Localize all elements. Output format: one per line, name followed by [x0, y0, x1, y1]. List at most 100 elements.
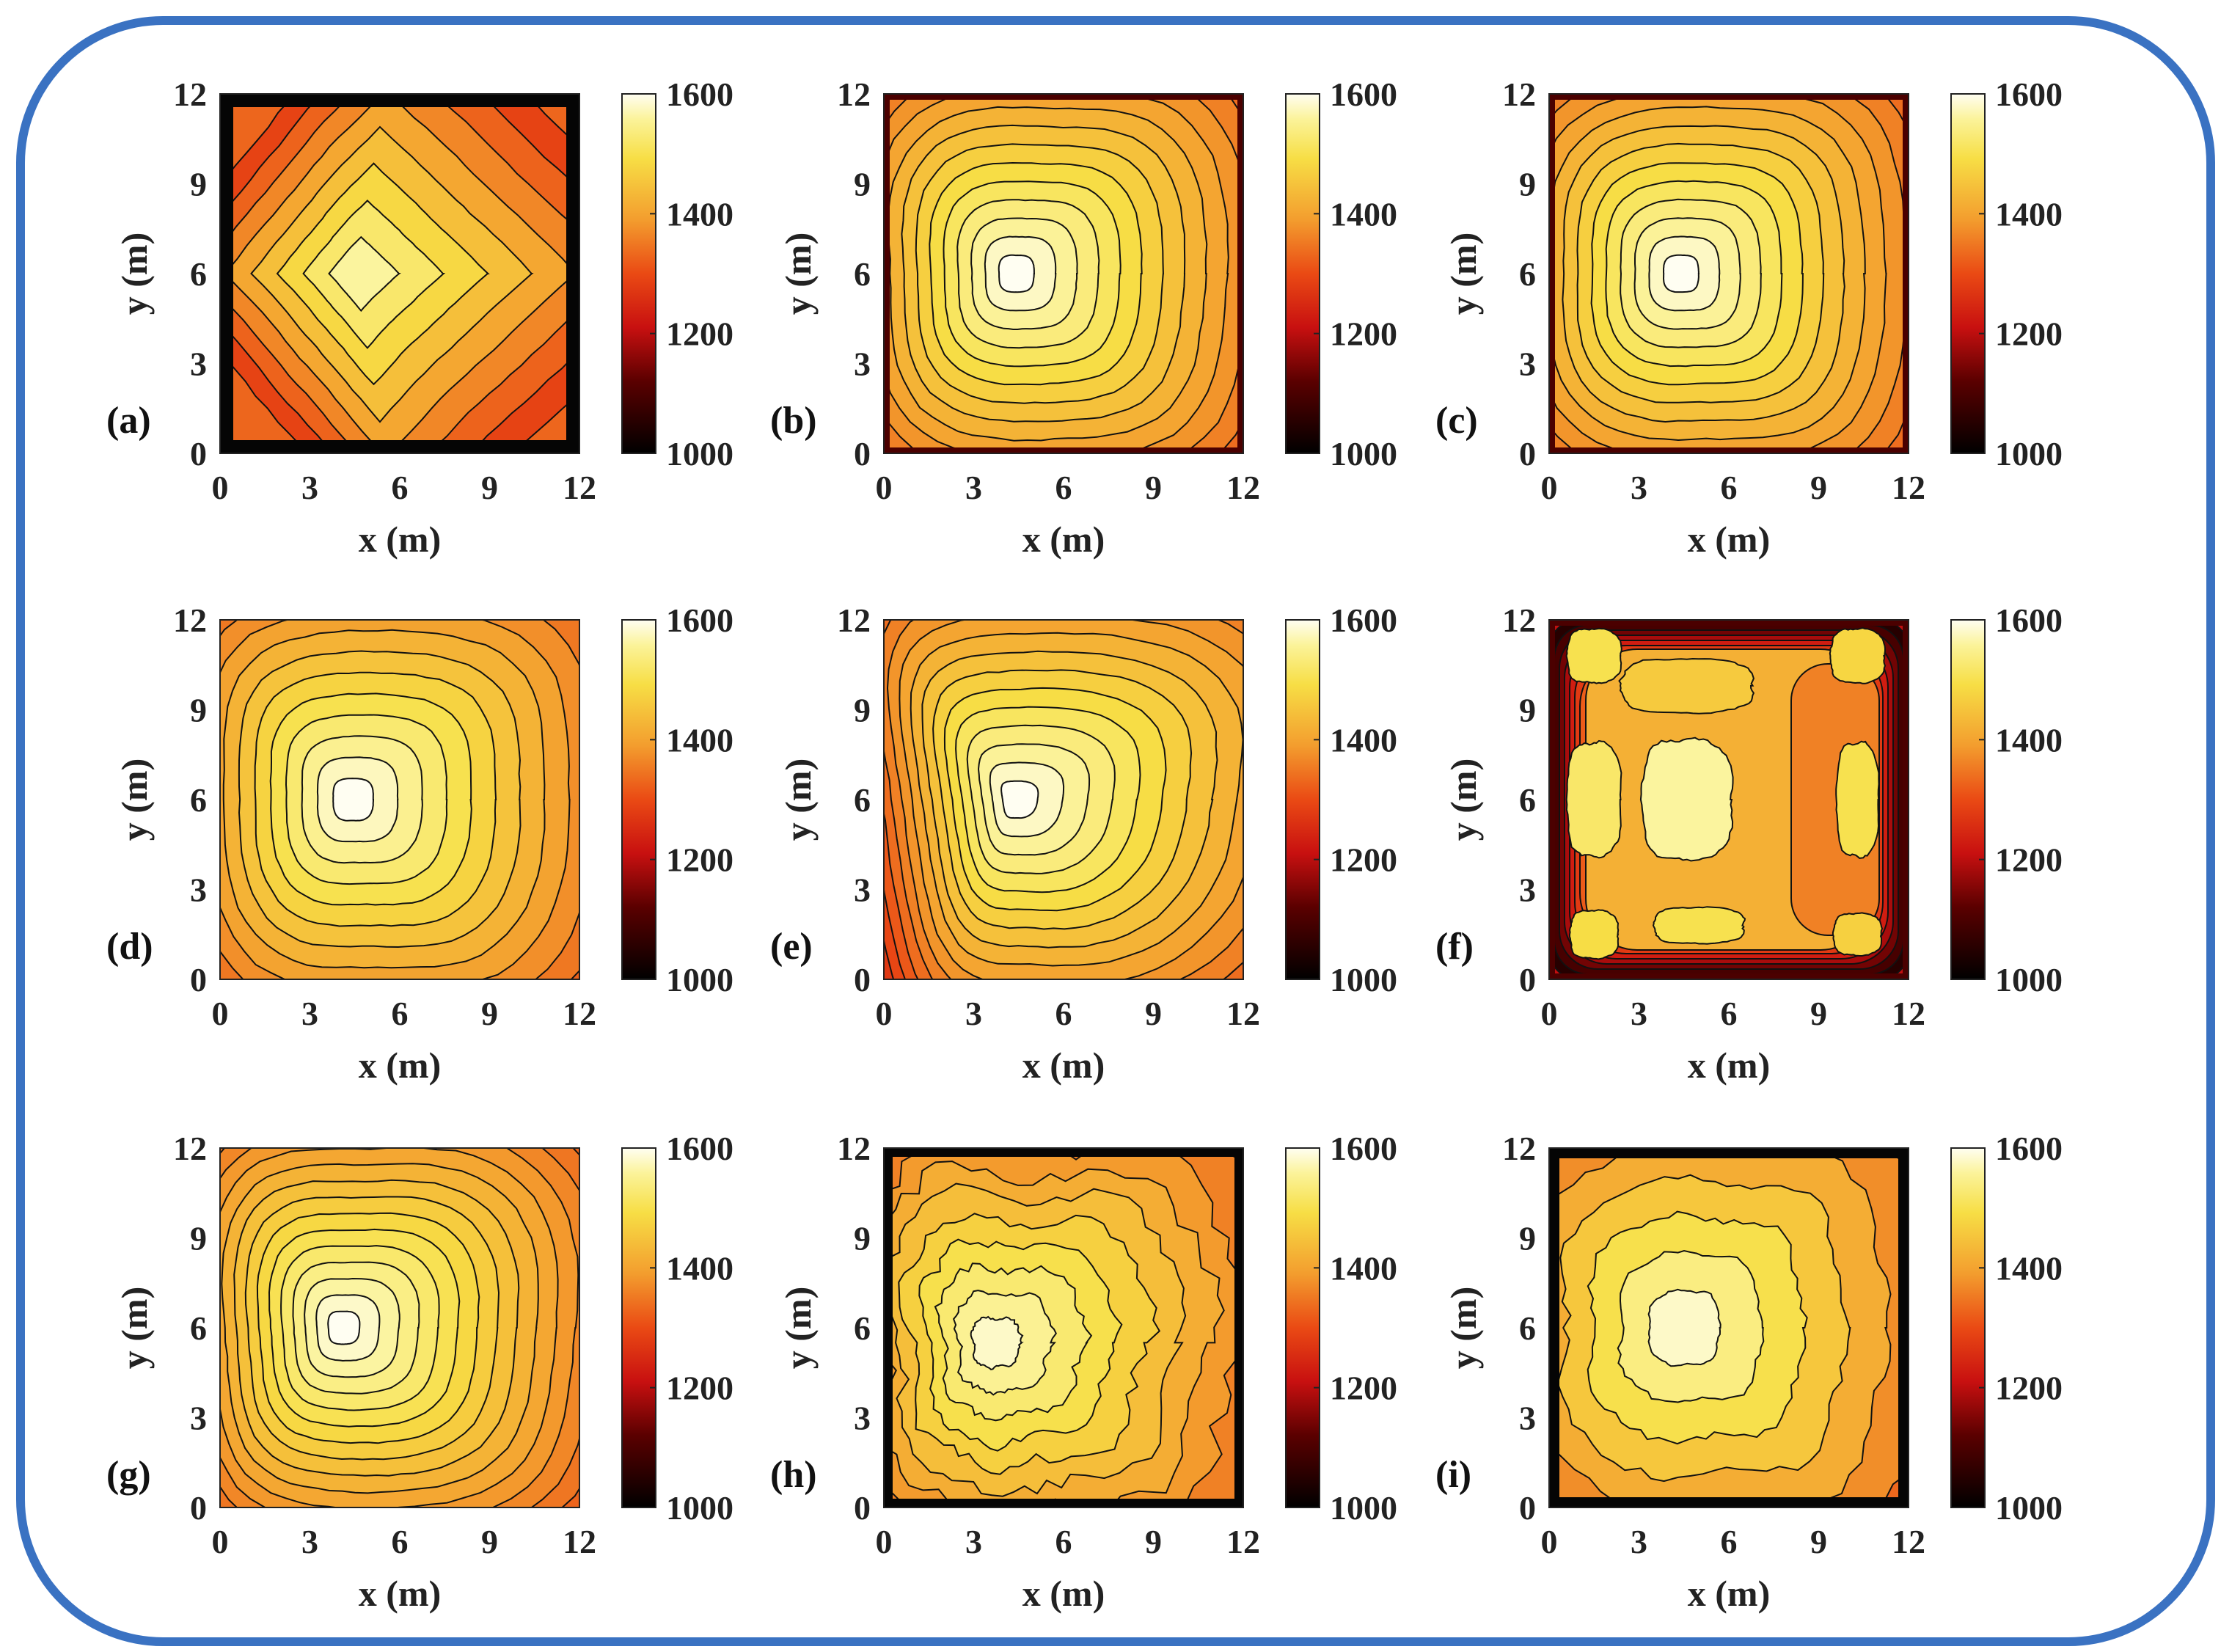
x-tick-label: 12: [1226, 1523, 1260, 1560]
y-tick-label: 12: [837, 1130, 871, 1167]
y-tick-label: 9: [854, 1220, 871, 1257]
colorbar: [1285, 1147, 1320, 1508]
colorbar-tick-label: 1200: [666, 315, 733, 353]
colorbar: [621, 1147, 656, 1508]
y-tick-label: 9: [190, 1220, 207, 1257]
y-tick-label: 9: [1519, 1220, 1536, 1257]
y-tick-label: 0: [1519, 1489, 1536, 1527]
panel-label: (e): [770, 926, 813, 968]
y-tick-label: 12: [173, 1130, 207, 1167]
contour-ring: [1829, 626, 1887, 684]
colorbar-tick-label: 1600: [1330, 602, 1397, 639]
x-tick-label: 0: [212, 1523, 229, 1560]
colorbar-tick-label: 1600: [1330, 76, 1397, 113]
panel-i: 0 3 6 9 12 0 3 6 9 12 x (m) y (m) (i) 1000 1200 1400 160…: [1435, 1130, 2063, 1614]
y-tick-label: 0: [1519, 961, 1536, 998]
y-axis-label: y (m): [1443, 233, 1484, 315]
colorbar-tick-label: 1400: [1330, 721, 1397, 759]
panel-label: (i): [1435, 1454, 1471, 1496]
y-tick-label: 12: [837, 602, 871, 639]
colorbar-tick-label: 1000: [666, 961, 733, 998]
plot-frame: [883, 1147, 1244, 1508]
x-axis-label: x (m): [359, 1573, 441, 1614]
panel-a: 0 3 6 9 12 0 3 6 9 12 x (m) y (m) (a) 1000 1200 1400 160…: [106, 76, 733, 560]
y-tick-label: 3: [190, 346, 207, 383]
edge-band: [1549, 94, 1909, 453]
contour-field: [220, 94, 579, 453]
x-tick-label: 0: [212, 995, 229, 1032]
x-tick-label: 3: [965, 469, 982, 506]
y-axis-label: y (m): [114, 233, 155, 315]
y-tick-label: 3: [854, 871, 871, 909]
panel-label: (g): [106, 1454, 151, 1496]
x-tick-label: 9: [481, 469, 498, 506]
x-tick-label: 12: [563, 469, 596, 506]
contour-ring: [1647, 1288, 1721, 1367]
y-tick-label: 12: [1502, 602, 1536, 639]
panel-b: 0 3 6 9 12 0 3 6 9 12 x (m) y (m) (b) 1000 1200 1400 160…: [770, 76, 1397, 560]
x-tick-label: 3: [1631, 469, 1647, 506]
colorbar-tick-label: 1200: [666, 1370, 733, 1407]
y-tick-label: 6: [854, 1309, 871, 1347]
x-axis-label: x (m): [1022, 1573, 1105, 1614]
y-tick-label: 6: [854, 781, 871, 819]
colorbar-tick-label: 1400: [1995, 195, 2063, 233]
contour-field: [1549, 1148, 1909, 1507]
edge-band: [884, 94, 1243, 453]
colorbar-tick-label: 1600: [666, 76, 733, 113]
x-tick-label: 0: [1541, 1523, 1558, 1560]
x-tick-label: 12: [1226, 995, 1260, 1032]
panel-label: (b): [770, 400, 817, 442]
panel-c: 0 3 6 9 12 0 3 6 9 12 x (m) y (m) (c) 1000 1200 1400 160…: [1435, 76, 2063, 560]
colorbar-tick-label: 1000: [1330, 961, 1397, 998]
panel-h: 0 3 6 9 12 0 3 6 9 12 x (m) y (m) (h) 1000 1200 1400 160…: [770, 1130, 1397, 1614]
colorbar-tick-label: 1000: [1995, 435, 2063, 472]
y-tick-label: 6: [854, 255, 871, 293]
contour-ring: [1652, 906, 1746, 945]
x-tick-label: 12: [563, 995, 596, 1032]
y-axis-label: y (m): [1443, 759, 1484, 841]
colorbar-tick-label: 1200: [666, 841, 733, 879]
panel-label: (d): [106, 926, 153, 968]
x-axis-label: x (m): [1022, 1045, 1105, 1086]
plot-frame: [1548, 1147, 1909, 1508]
x-tick-label: 0: [876, 995, 893, 1032]
x-tick-label: 9: [1145, 995, 1162, 1032]
plot-frame: [1548, 93, 1909, 454]
colorbar-tick-label: 1200: [1995, 841, 2063, 879]
x-tick-label: 3: [965, 1523, 982, 1560]
edge-band: [1549, 620, 1909, 979]
x-tick-label: 0: [212, 469, 229, 506]
y-tick-label: 6: [1519, 255, 1536, 293]
x-tick-label: 6: [1721, 469, 1738, 506]
contour-ring: [1832, 912, 1884, 957]
x-axis-label: x (m): [1688, 519, 1770, 560]
y-tick-label: 12: [1502, 76, 1536, 113]
colorbar-tick-label: 1600: [1330, 1130, 1397, 1167]
colorbar-tick-label: 1400: [1330, 195, 1397, 233]
x-tick-label: 6: [1055, 1523, 1072, 1560]
contour-ring: [1565, 739, 1622, 859]
colorbar-tick-label: 1400: [1330, 1249, 1397, 1287]
colorbar-tick-label: 1200: [1330, 1370, 1397, 1407]
contour-ring: [328, 235, 401, 313]
y-tick-label: 0: [1519, 435, 1536, 472]
contour-ring: [1569, 909, 1620, 960]
x-tick-label: 3: [301, 469, 318, 506]
y-tick-label: 3: [190, 871, 207, 909]
y-axis-label: y (m): [777, 233, 819, 315]
x-axis-label: x (m): [1688, 1045, 1770, 1086]
plot-frame: [219, 93, 580, 454]
x-axis-label: x (m): [359, 1045, 441, 1086]
plot-frame: [883, 619, 1244, 980]
colorbar-tick-label: 1000: [1330, 435, 1397, 472]
y-tick-label: 0: [190, 961, 207, 998]
y-axis-label: y (m): [114, 759, 155, 841]
contour-field: [1549, 94, 1909, 453]
contour-ring: [332, 778, 375, 822]
colorbar-tick-label: 1400: [1995, 721, 2063, 759]
colorbar-tick-label: 1200: [1995, 1370, 2063, 1407]
x-tick-label: 9: [1145, 1523, 1162, 1560]
contour-field: [220, 1148, 579, 1507]
x-tick-label: 6: [1055, 469, 1072, 506]
